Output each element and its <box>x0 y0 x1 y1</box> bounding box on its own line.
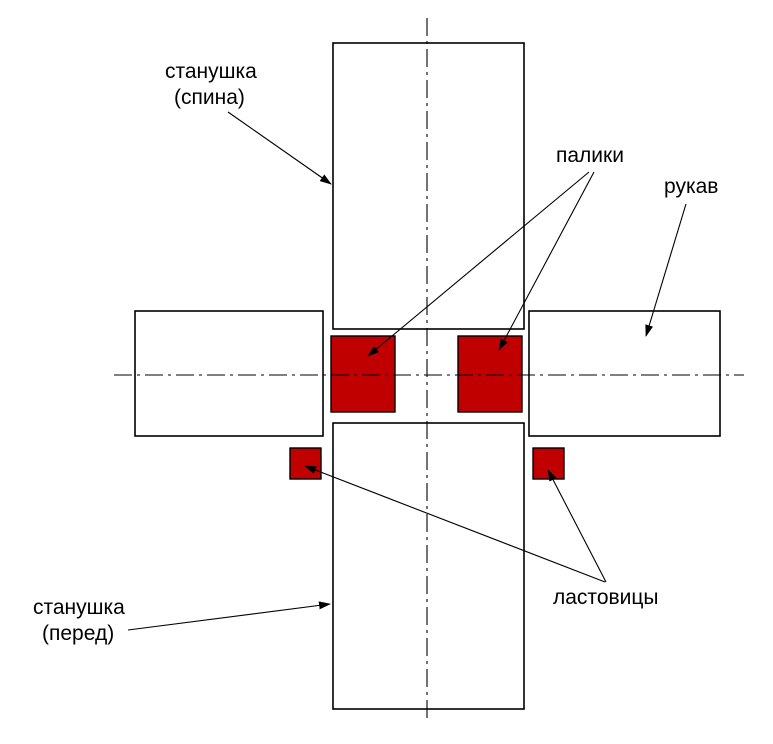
front-body-panel <box>332 422 525 710</box>
front-body-leader <box>127 601 331 631</box>
left-sleeve-panel <box>134 310 324 437</box>
left-shoulder-piece <box>330 335 396 413</box>
right-shoulder-piece <box>457 335 523 413</box>
right-sleeve-panel <box>528 310 721 437</box>
sleeve-leader <box>645 203 687 337</box>
back-body-label: станушка (спина) <box>165 60 263 109</box>
sleeve-label: рукав <box>664 175 718 198</box>
shoulder-piece-left-leader <box>367 171 590 357</box>
gusset-left-leader <box>304 465 606 583</box>
right-gusset <box>532 447 565 480</box>
gussets-label: ластовицы <box>553 586 659 609</box>
left-gusset <box>289 447 322 480</box>
gusset-right-leader <box>547 469 607 583</box>
back-body-leader <box>227 111 332 185</box>
shoulder-piece-right-leader <box>498 171 595 351</box>
front-body-label: станушка (перед) <box>33 596 131 645</box>
back-body-panel <box>332 42 525 330</box>
shoulder-pieces-label: палики <box>556 144 624 167</box>
